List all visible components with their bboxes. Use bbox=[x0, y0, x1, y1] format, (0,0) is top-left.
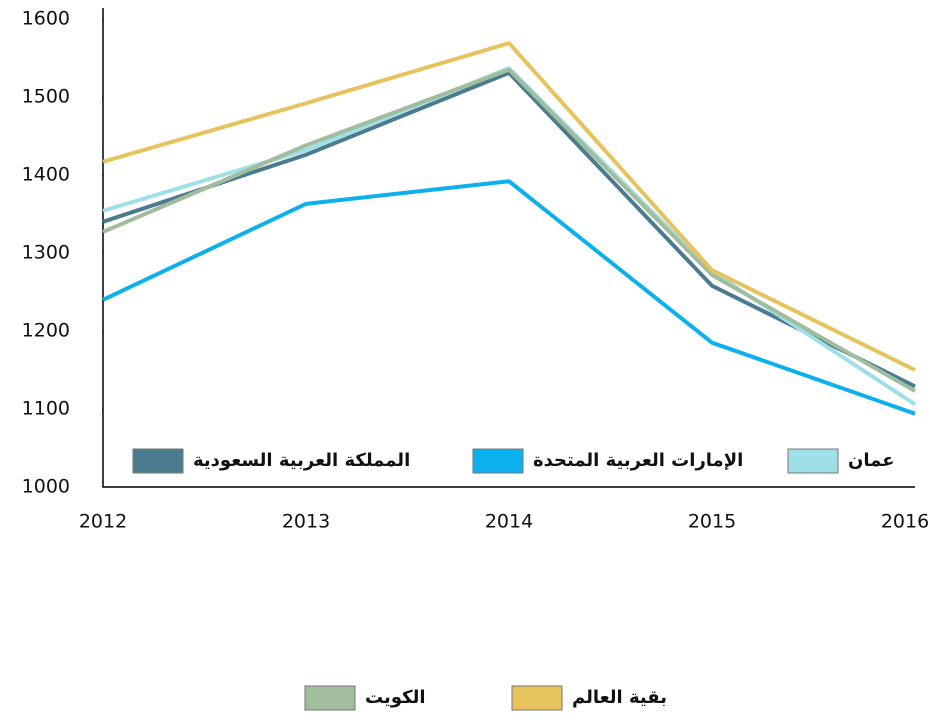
legend-swatch bbox=[787, 448, 839, 474]
legend-swatch bbox=[304, 685, 356, 711]
x-tick-label: 2013 bbox=[282, 511, 330, 533]
series-line bbox=[102, 179, 916, 416]
y-tick-label: 1600 bbox=[22, 8, 70, 30]
y-tick-label: 1500 bbox=[22, 86, 70, 108]
legend-swatch bbox=[472, 448, 524, 474]
y-tick-label: 1300 bbox=[22, 242, 70, 264]
y-tick-label: 1400 bbox=[22, 164, 70, 186]
legend-label: المملكة العربية السعودية bbox=[193, 450, 410, 471]
legend-label: عمان bbox=[848, 450, 895, 471]
x-tick-label: 2012 bbox=[79, 511, 127, 533]
legend-label: الإمارات العربية المتحدة bbox=[533, 450, 743, 471]
x-tick-label: 2014 bbox=[485, 511, 533, 533]
y-tick-label: 1100 bbox=[22, 398, 70, 420]
x-tick-label: 2016 bbox=[881, 511, 929, 533]
legend-swatch bbox=[132, 448, 184, 474]
x-tick-label: 2015 bbox=[688, 511, 736, 533]
series-line bbox=[102, 67, 916, 393]
y-tick-label: 1200 bbox=[22, 320, 70, 342]
series-line bbox=[102, 66, 917, 406]
legend-swatch bbox=[511, 685, 563, 711]
y-tick-label: 1000 bbox=[22, 476, 70, 498]
series-line bbox=[102, 41, 916, 372]
legend-label: بقية العالم bbox=[572, 687, 667, 708]
legend-label: الكويت bbox=[365, 687, 426, 708]
series-line bbox=[102, 70, 916, 389]
